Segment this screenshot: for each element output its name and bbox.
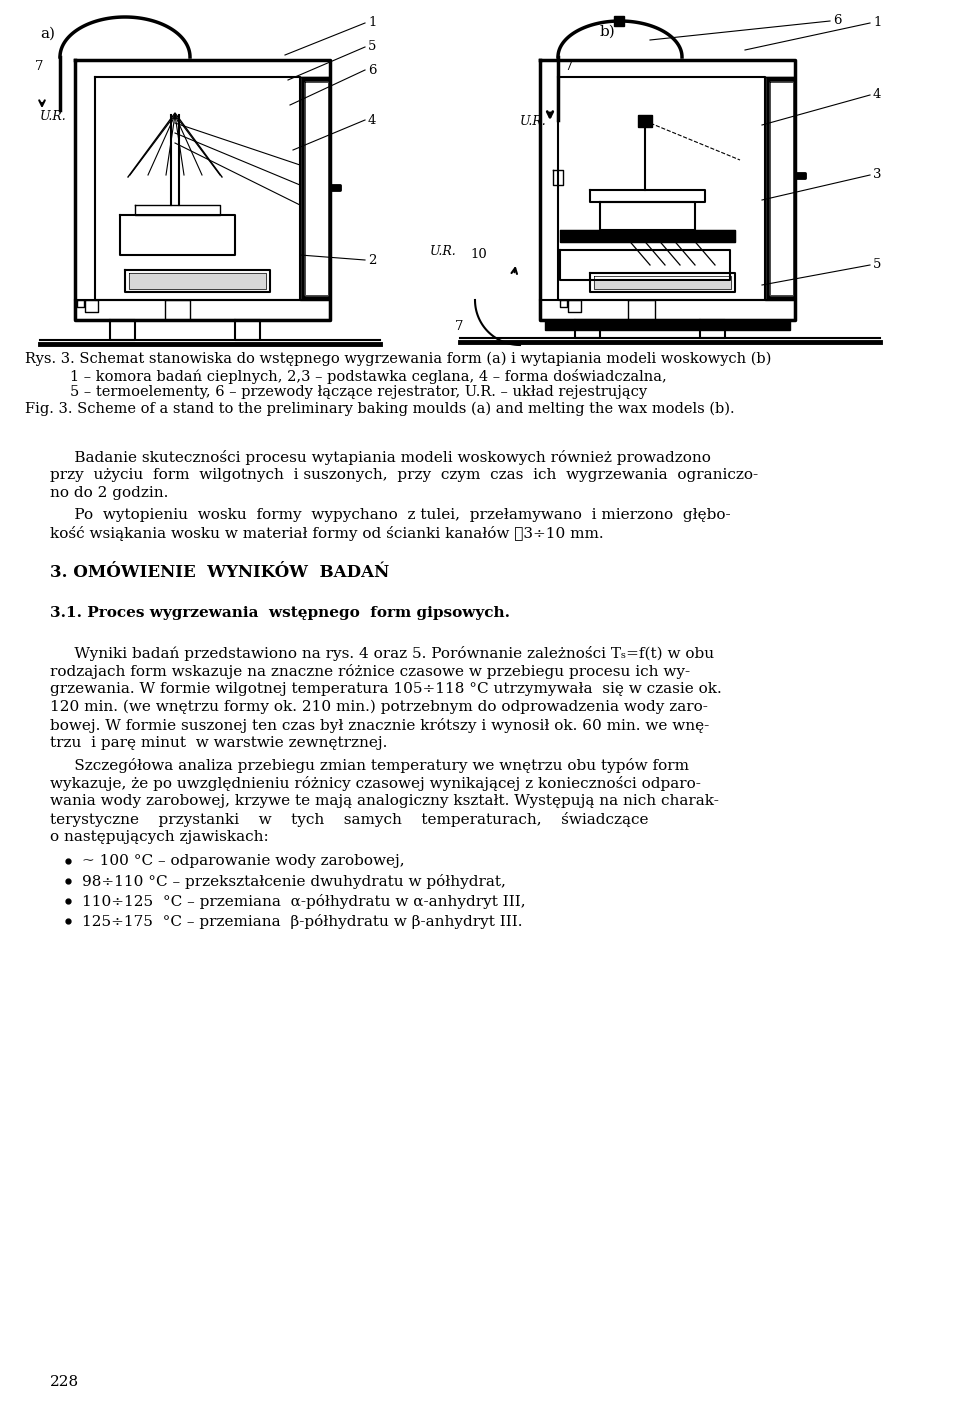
Polygon shape bbox=[600, 202, 695, 231]
Text: 7: 7 bbox=[455, 321, 464, 333]
Polygon shape bbox=[568, 299, 581, 312]
Text: 98÷110 °C – przekształcenie dwuhydratu w półhydrat,: 98÷110 °C – przekształcenie dwuhydratu w… bbox=[82, 875, 506, 889]
Polygon shape bbox=[594, 276, 731, 290]
Polygon shape bbox=[120, 215, 235, 254]
Polygon shape bbox=[305, 82, 328, 295]
Polygon shape bbox=[560, 250, 730, 280]
Text: 3.1. Proces wygrzewania  wstępnego  form gipsowych.: 3.1. Proces wygrzewania wstępnego form g… bbox=[50, 606, 510, 620]
Polygon shape bbox=[330, 186, 340, 190]
Polygon shape bbox=[770, 82, 793, 295]
Polygon shape bbox=[590, 273, 735, 292]
Text: 1 – komora badań cieplnych, 2,3 – podstawka ceglana, 4 – forma doświadczalna,: 1 – komora badań cieplnych, 2,3 – podsta… bbox=[70, 368, 667, 384]
Text: 228: 228 bbox=[50, 1375, 79, 1389]
Polygon shape bbox=[795, 173, 805, 179]
Text: 6: 6 bbox=[368, 63, 376, 76]
Text: o następujących zjawiskach:: o następujących zjawiskach: bbox=[50, 830, 269, 844]
Text: 110÷125  °C – przemiana  α-półhydratu w α-anhydryt III,: 110÷125 °C – przemiana α-półhydratu w α-… bbox=[82, 894, 526, 910]
Polygon shape bbox=[75, 299, 330, 321]
Text: 1: 1 bbox=[368, 17, 376, 30]
Polygon shape bbox=[135, 205, 220, 215]
Polygon shape bbox=[590, 190, 705, 202]
Text: Fig. 3. Scheme of a stand to the preliminary baking moulds (a) and melting the w: Fig. 3. Scheme of a stand to the prelimi… bbox=[25, 402, 734, 416]
Polygon shape bbox=[235, 321, 260, 340]
Text: 10: 10 bbox=[470, 247, 487, 262]
Text: U.R.: U.R. bbox=[520, 115, 547, 128]
Polygon shape bbox=[129, 273, 266, 290]
Text: U.R.: U.R. bbox=[40, 110, 67, 122]
Text: ~ 100 °C – odparowanie wody zarobowej,: ~ 100 °C – odparowanie wody zarobowej, bbox=[82, 853, 404, 868]
Polygon shape bbox=[540, 60, 795, 321]
Polygon shape bbox=[560, 231, 735, 242]
Text: Szczegółowa analiza przebiegu zmian temperatury we wnętrzu obu typów form: Szczegółowa analiza przebiegu zmian temp… bbox=[50, 758, 689, 773]
Text: Wyniki badań przedstawiono na rys. 4 oraz 5. Porównanie zależności Tₛ=f(t) w obu: Wyniki badań przedstawiono na rys. 4 ora… bbox=[50, 645, 714, 661]
Polygon shape bbox=[95, 77, 300, 299]
Text: 3. OMÓWIENIE  WYNIKÓW  BADAŃ: 3. OMÓWIENIE WYNIKÓW BADAŃ bbox=[50, 564, 389, 581]
Text: trzu  i parę minut  w warstwie zewnętrznej.: trzu i parę minut w warstwie zewnętrznej… bbox=[50, 735, 388, 749]
Polygon shape bbox=[558, 77, 765, 299]
Polygon shape bbox=[553, 170, 563, 186]
Text: przy  użyciu  form  wilgotnych  i suszonych,  przy  czym  czas  ich  wygrzewania: przy użyciu form wilgotnych i suszonych,… bbox=[50, 468, 758, 482]
Text: 2: 2 bbox=[368, 253, 376, 267]
Polygon shape bbox=[300, 77, 330, 299]
Polygon shape bbox=[110, 321, 135, 340]
Polygon shape bbox=[545, 321, 790, 330]
Polygon shape bbox=[77, 299, 84, 307]
Polygon shape bbox=[560, 299, 567, 307]
Text: 5: 5 bbox=[368, 41, 376, 53]
Text: 4: 4 bbox=[873, 89, 881, 101]
Text: terystyczne    przystanki    w    tych    samych    temperaturach,    świadczące: terystyczne przystanki w tych samych tem… bbox=[50, 813, 649, 827]
Text: 120 min. (we wnętrzu formy ok. 210 min.) potrzebnym do odprowadzenia wody zaro-: 120 min. (we wnętrzu formy ok. 210 min.)… bbox=[50, 700, 708, 714]
Polygon shape bbox=[75, 60, 330, 321]
Text: Badanie skuteczności procesu wytapiania modeli woskowych również prowadzono: Badanie skuteczności procesu wytapiania … bbox=[50, 450, 710, 465]
Polygon shape bbox=[125, 270, 270, 292]
Text: 5: 5 bbox=[873, 259, 881, 271]
Polygon shape bbox=[765, 77, 795, 299]
Text: 7: 7 bbox=[35, 60, 43, 73]
Text: 5 – termoelementy, 6 – przewody łączące rejestrator, U.R. – układ rejestrujący: 5 – termoelementy, 6 – przewody łączące … bbox=[70, 385, 647, 399]
Text: 3: 3 bbox=[873, 169, 881, 181]
Polygon shape bbox=[628, 299, 655, 321]
Text: U.R.: U.R. bbox=[430, 245, 457, 257]
Text: no do 2 godzin.: no do 2 godzin. bbox=[50, 486, 168, 501]
Text: wania wody zarobowej, krzywe te mają analogiczny kształt. Występują na nich char: wania wody zarobowej, krzywe te mają ana… bbox=[50, 794, 719, 808]
Polygon shape bbox=[638, 115, 652, 127]
Polygon shape bbox=[540, 299, 795, 321]
Text: grzewania. W formie wilgotnej temperatura 105÷118 °C utrzymywała  się w czasie o: grzewania. W formie wilgotnej temperatur… bbox=[50, 682, 722, 696]
Text: 6: 6 bbox=[833, 14, 842, 28]
Text: a): a) bbox=[40, 27, 55, 41]
Polygon shape bbox=[700, 321, 725, 337]
Text: 7: 7 bbox=[565, 60, 573, 73]
Polygon shape bbox=[575, 321, 600, 337]
Text: rodzajach form wskazuje na znaczne różnice czasowe w przebiegu procesu ich wy-: rodzajach form wskazuje na znaczne różni… bbox=[50, 664, 690, 679]
Text: Po  wytopieniu  wosku  formy  wypychano  z tulei,  przełamywano  i mierzono  głę: Po wytopieniu wosku formy wypychano z tu… bbox=[50, 508, 731, 522]
Text: kość wsiąkania wosku w materiał formy od ścianki kanałów ⌢3÷10 mm.: kość wsiąkania wosku w materiał formy od… bbox=[50, 526, 604, 541]
Polygon shape bbox=[165, 299, 190, 321]
Text: 1: 1 bbox=[873, 17, 881, 30]
Text: b): b) bbox=[600, 25, 615, 39]
Polygon shape bbox=[85, 299, 98, 312]
Text: 125÷175  °C – przemiana  β-półhydratu w β-anhydryt III.: 125÷175 °C – przemiana β-półhydratu w β-… bbox=[82, 914, 522, 929]
Text: wykazuje, że po uwzględnieniu różnicy czasowej wynikającej z konieczności odparo: wykazuje, że po uwzględnieniu różnicy cz… bbox=[50, 776, 701, 792]
Text: 4: 4 bbox=[368, 114, 376, 127]
Text: Rys. 3. Schemat stanowiska do wstępnego wygrzewania form (a) i wytapiania modeli: Rys. 3. Schemat stanowiska do wstępnego … bbox=[25, 352, 772, 367]
Text: bowej. W formie suszonej ten czas był znacznie krótszy i wynosił ok. 60 min. we : bowej. W formie suszonej ten czas był zn… bbox=[50, 718, 709, 733]
